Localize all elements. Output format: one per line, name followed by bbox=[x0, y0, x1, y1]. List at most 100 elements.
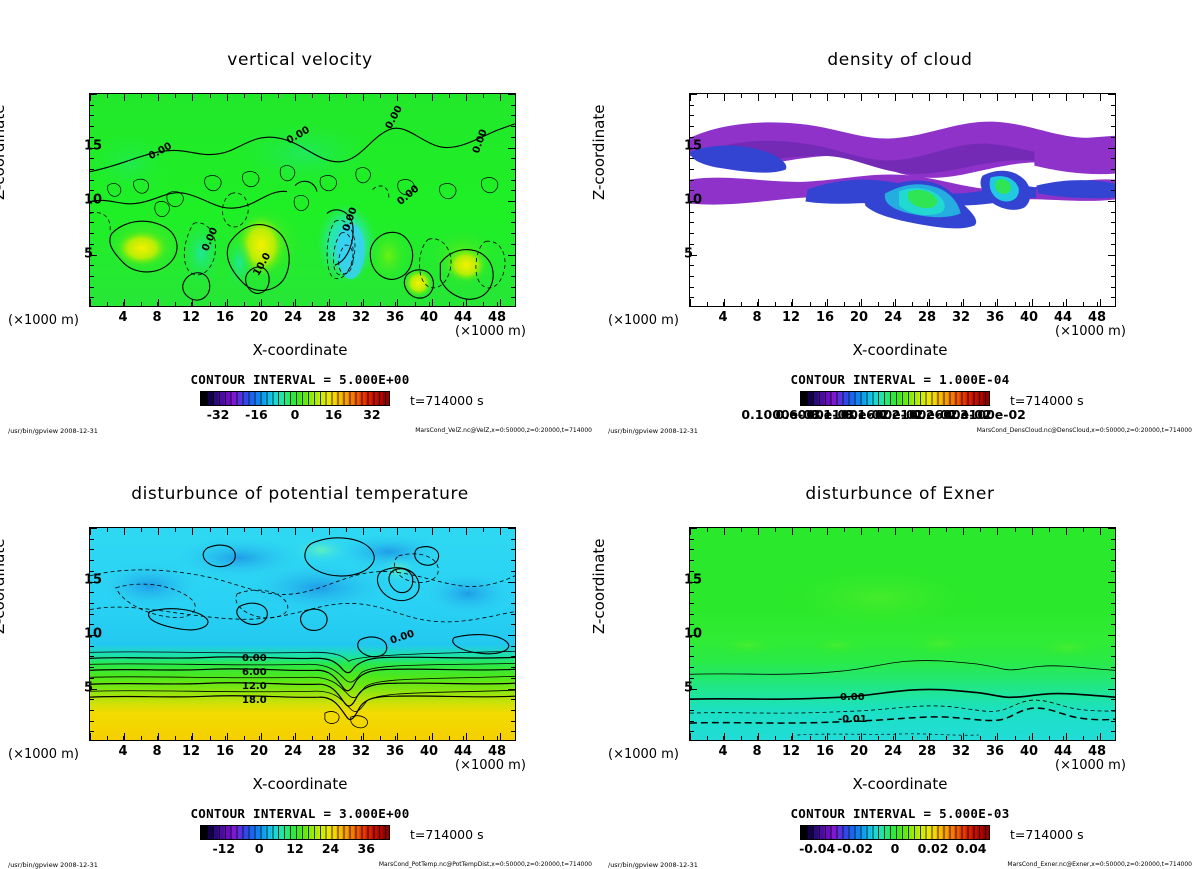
x-tick-label: 28 bbox=[317, 744, 337, 759]
contour-label: 0.00 bbox=[840, 692, 865, 703]
contour-field-exner bbox=[690, 528, 1115, 740]
x-tick-label: 28 bbox=[917, 310, 937, 325]
contour-interval-label: CONTOUR INTERVAL = 5.000E-03 bbox=[790, 806, 1010, 821]
x-unit-left: (×1000 m) bbox=[608, 747, 679, 762]
z-tick-label: 5 bbox=[684, 246, 694, 262]
footer-source: MarsCond_VelZ.nc@VelZ,x=0:50000,z=0:2000… bbox=[415, 427, 592, 434]
colorbar-tick-label: 12 bbox=[286, 841, 304, 856]
x-tick-label: 4 bbox=[118, 310, 128, 325]
colorbar-tick-label: 0.02 bbox=[917, 841, 949, 856]
x-tick-label: 44 bbox=[453, 310, 473, 325]
panel-title: vertical velocity bbox=[227, 50, 373, 70]
colorbar-ticks: 0.1000e-03 0.6000e-03 0.1100e-02 0.1600e… bbox=[741, 407, 1025, 422]
z-tick-label: 5 bbox=[684, 680, 694, 696]
colorbar-tick-label: -12 bbox=[212, 841, 236, 856]
colorbar-tick-label: 0.1100e-02 bbox=[809, 407, 890, 422]
x-tick-label: 32 bbox=[951, 310, 971, 325]
x-unit-right: (×1000 m) bbox=[1055, 758, 1126, 773]
footer-source: MarsCond_Exner.nc@Exner,x=0:50000,z=0:20… bbox=[1007, 861, 1192, 868]
time-label: t=714000 s bbox=[410, 827, 484, 842]
x-tick-label: 8 bbox=[152, 310, 162, 325]
z-tick-label: 15 bbox=[84, 138, 103, 154]
x-unit-right: (×1000 m) bbox=[455, 758, 526, 773]
panel-density-of-cloud: density of cloud bbox=[590, 0, 1200, 435]
z-tick-label: 5 bbox=[84, 246, 94, 262]
x-tick-label: 44 bbox=[453, 744, 473, 759]
contour-field-vertical-velocity bbox=[90, 94, 515, 306]
contour-interval-label: CONTOUR INTERVAL = 3.000E+00 bbox=[190, 806, 410, 821]
x-tick-label: 36 bbox=[985, 310, 1005, 325]
colorbar-ticks: -12 0 12 24 36 bbox=[200, 841, 390, 856]
z-tick-label: 15 bbox=[84, 572, 103, 588]
x-unit-left: (×1000 m) bbox=[8, 747, 79, 762]
colorbar-ticks: -0.04 -0.02 0 0.02 0.04 bbox=[799, 841, 990, 856]
footer-command: /usr/bin/gpview 2008-12-31 bbox=[8, 861, 98, 869]
x-tick-label: 24 bbox=[283, 310, 303, 325]
z-tick-label: 5 bbox=[84, 680, 94, 696]
x-unit-right: (×1000 m) bbox=[1055, 324, 1126, 339]
x-tick-label: 48 bbox=[487, 744, 507, 759]
x-unit-left: (×1000 m) bbox=[608, 313, 679, 328]
x-tick-label: 16 bbox=[215, 310, 235, 325]
colorbar bbox=[800, 825, 990, 840]
time-label: t=714000 s bbox=[1010, 827, 1084, 842]
x-axis-title: X-coordinate bbox=[852, 341, 948, 359]
panel-vertical-velocity: vertical velocity bbox=[0, 0, 600, 435]
x-tick-label: 4 bbox=[118, 744, 128, 759]
colorbar-tick-label: 16 bbox=[324, 407, 343, 422]
x-tick-label: 12 bbox=[781, 310, 801, 325]
x-tick-label: 20 bbox=[849, 744, 869, 759]
contour-interval-label: CONTOUR INTERVAL = 5.000E+00 bbox=[190, 372, 410, 387]
x-tick-label: 16 bbox=[815, 310, 835, 325]
panel-disturbance-of-exner: disturbunce of Exner bbox=[590, 434, 1200, 869]
x-tick-label: 36 bbox=[385, 744, 405, 759]
x-tick-label: 16 bbox=[815, 744, 835, 759]
z-tick-label: 10 bbox=[84, 626, 103, 642]
colorbar-tick-label: 0.2100e-02 bbox=[878, 407, 958, 422]
plot-frame-potential-temperature: 0.00 6.00 12.0 18.0 0.00 bbox=[89, 527, 516, 741]
x-tick-label: 40 bbox=[419, 744, 439, 759]
colorbar-tick-label: 0.6000e-03 bbox=[775, 407, 855, 422]
contour-label: 0.00 bbox=[242, 653, 267, 664]
z-axis-title: Z-coordinate bbox=[590, 538, 608, 634]
x-tick-label: 40 bbox=[419, 310, 439, 325]
footer-command: /usr/bin/gpview 2008-12-31 bbox=[8, 427, 98, 435]
colorbar bbox=[200, 391, 390, 406]
panel-title: disturbunce of Exner bbox=[805, 484, 995, 504]
x-axis-title: X-coordinate bbox=[852, 775, 948, 793]
time-label: t=714000 s bbox=[410, 393, 484, 408]
x-tick-label: 40 bbox=[1019, 744, 1039, 759]
x-tick-label: 24 bbox=[883, 744, 903, 759]
z-tick-label: 10 bbox=[84, 192, 103, 208]
colorbar-ticks: -32 -16 0 16 32 bbox=[200, 407, 390, 422]
x-tick-label: 40 bbox=[1019, 310, 1039, 325]
colorbar-tick-label: 0.1000e-03 bbox=[741, 407, 821, 422]
colorbar-tick-label: 36 bbox=[357, 841, 375, 856]
panel-title: density of cloud bbox=[827, 50, 973, 70]
x-tick-label: 24 bbox=[883, 310, 903, 325]
x-tick-label: 12 bbox=[181, 310, 201, 325]
colorbar-tick-label: 0.2600e-02 bbox=[912, 407, 992, 422]
x-tick-label: 32 bbox=[351, 310, 371, 325]
time-label: t=714000 s bbox=[1010, 393, 1084, 408]
contour-label: 18.0 bbox=[242, 695, 267, 706]
x-tick-label: 32 bbox=[951, 744, 971, 759]
x-tick-label: 48 bbox=[487, 310, 507, 325]
colorbar-tick-label: -32 bbox=[206, 407, 230, 422]
colorbar bbox=[800, 391, 990, 406]
x-axis-title: X-coordinate bbox=[252, 341, 348, 359]
colorbar-tick-label: 0 bbox=[290, 407, 300, 422]
plot-frame-density-of-cloud bbox=[689, 93, 1116, 307]
contour-label: 6.00 bbox=[242, 667, 267, 678]
x-tick-label: 48 bbox=[1087, 310, 1107, 325]
colorbar-tick-label: 32 bbox=[363, 407, 381, 422]
z-axis-title: Z-coordinate bbox=[0, 538, 8, 634]
x-tick-label: 4 bbox=[718, 310, 728, 325]
colorbar-tick-label: 0 bbox=[890, 841, 900, 856]
panel-title: disturbunce of potential temperature bbox=[131, 484, 469, 504]
x-unit-right: (×1000 m) bbox=[455, 324, 526, 339]
z-tick-label: 15 bbox=[684, 138, 703, 154]
plot-frame-vertical-velocity: 0.00 0.00 0.00 0.00 0.00 0.00 0.00 10.0 bbox=[89, 93, 516, 307]
z-axis-title: Z-coordinate bbox=[590, 104, 608, 200]
x-tick-label: 20 bbox=[849, 310, 869, 325]
